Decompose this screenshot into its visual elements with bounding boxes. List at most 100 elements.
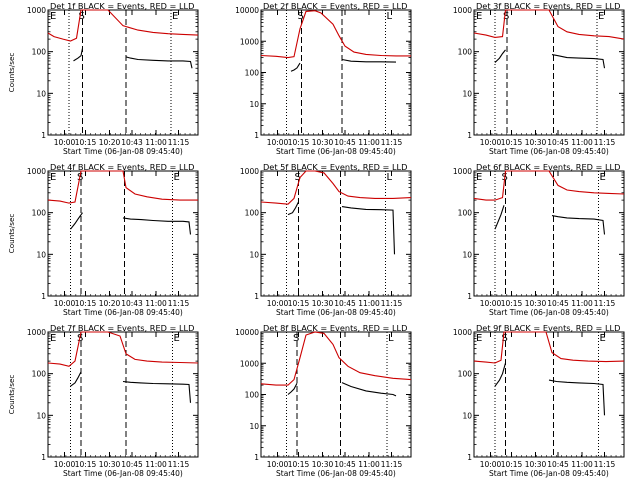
x-tick-label: 11:00	[145, 460, 167, 469]
y-tick-label: 100	[458, 370, 473, 379]
y-tick-label: 1000	[240, 37, 259, 46]
y-tick-label: 100	[245, 209, 260, 218]
chart-panel-7: Det 7f BLACK = Events, RED = LLD 1 10 100 10…	[7, 323, 199, 478]
x-tick-label: 10:15	[75, 299, 97, 308]
lld-series-line	[47, 170, 198, 204]
events-series-line	[287, 201, 299, 216]
x-tick-label: 10:30	[312, 460, 334, 469]
x-tick-label: 10:15	[501, 138, 523, 147]
plot-frame	[47, 331, 199, 458]
y-tick-label: 1	[254, 453, 259, 462]
plot-frame	[260, 170, 412, 297]
y-tick-label: 100	[32, 209, 47, 218]
x-tick-label: 10:43	[121, 299, 143, 308]
x-tick-label: 10:00	[54, 138, 76, 147]
x-tick-label: 10:00	[54, 299, 76, 308]
events-series-line	[122, 217, 192, 235]
x-tick-label: 10:20	[99, 138, 121, 147]
events-series-line	[494, 205, 505, 230]
chart-title: Det 2f BLACK = Events, RED = LLD	[263, 1, 407, 11]
x-tick-label: 10:00	[480, 299, 502, 308]
x-axis-label: Start Time (06-Jan-08 09:45:40)	[63, 308, 183, 317]
chart-title: Det 3f BLACK = Events, RED = LLD	[476, 1, 620, 11]
y-tick-label: 100	[32, 48, 47, 57]
y-tick-label: 10	[249, 250, 259, 259]
x-axis-label: Start Time (06-Jan-08 09:45:40)	[489, 147, 609, 156]
x-tick-label: 11:15	[168, 460, 190, 469]
x-tick-label: 10:15	[75, 138, 97, 147]
x-tick-label: 11:00	[145, 299, 167, 308]
lld-series-line	[47, 9, 199, 42]
marker-label-e-right: E	[600, 333, 606, 344]
x-tick-label: 10:45	[334, 460, 356, 469]
chart-title: Det 4f BLACK = Events, RED = LLD	[50, 162, 194, 172]
x-tick-label: 10:15	[288, 299, 310, 308]
chart-panel-4: Det 4f BLACK = Events, RED = LLD 1 10 100 10…	[7, 162, 199, 317]
x-tick-label: 10:00	[267, 138, 289, 147]
chart-panel-8: Det 8f BLACK = Events, RED = LLD 1 10 100 10…	[235, 323, 412, 478]
x-tick-label: 10:00	[267, 299, 289, 308]
x-tick-label: 10:15	[288, 460, 310, 469]
x-tick-label: 11:15	[168, 299, 190, 308]
x-tick-label: 10:43	[121, 138, 143, 147]
x-tick-label: 11:15	[381, 299, 403, 308]
y-tick-label: 1000	[27, 328, 46, 337]
marker-label-s: S	[502, 333, 508, 344]
x-tick-label: 11:15	[381, 138, 403, 147]
x-axis-label: Start Time (06-Jan-08 09:45:40)	[489, 308, 609, 317]
x-tick-label: 10:15	[501, 299, 523, 308]
marker-label-s: S	[79, 11, 85, 22]
marker-label-e-left: E	[476, 333, 482, 344]
chart-title: Det 8f BLACK = Events, RED = LLD	[263, 323, 407, 333]
chart-panel-3: Det 3f BLACK = Events, RED = LLD 1 10 100 10…	[453, 1, 625, 156]
marker-label-e-right: E	[174, 333, 180, 344]
lld-series-line	[260, 10, 411, 59]
x-tick-label: 11:00	[571, 299, 593, 308]
x-tick-label: 10:45	[334, 299, 356, 308]
y-tick-label: 1	[41, 453, 46, 462]
y-tick-label: 1000	[453, 328, 472, 337]
x-tick-label: 10:30	[525, 299, 547, 308]
x-tick-label: 10:45	[547, 460, 569, 469]
y-tick-label: 100	[458, 48, 473, 57]
events-series-line	[494, 362, 507, 387]
chart-title: Det 7f BLACK = Events, RED = LLD	[50, 323, 194, 333]
events-series-line	[548, 379, 606, 416]
x-tick-label: 11:15	[594, 138, 616, 147]
x-tick-label: 11:00	[358, 460, 380, 469]
plot-frame	[47, 9, 199, 136]
chart-title: Det 1f BLACK = Events, RED = LLD	[50, 1, 194, 11]
marker-label-e-right: E	[600, 172, 606, 183]
events-series-line	[290, 62, 301, 72]
marker-label-e-right: E	[172, 11, 178, 22]
x-tick-label: 11:15	[168, 138, 190, 147]
x-tick-label: 10:00	[480, 460, 502, 469]
x-tick-label: 10:45	[121, 460, 143, 469]
x-tick-label: 11:00	[571, 138, 593, 147]
y-tick-label: 1	[467, 131, 472, 140]
events-series-line	[494, 49, 506, 63]
chart-title: Det 6f BLACK = Events, RED = LLD	[476, 162, 620, 172]
lld-series-line	[260, 331, 412, 386]
lld-series-line	[260, 170, 412, 205]
plot-frame	[473, 170, 625, 297]
events-series-line	[287, 382, 298, 395]
y-tick-label: 10	[36, 89, 46, 98]
x-axis-label: Start Time (06-Jan-08 09:45:40)	[276, 469, 396, 478]
y-tick-label: 1000	[27, 167, 46, 176]
marker-label-e-left: E	[50, 172, 56, 183]
y-tick-label: 1	[254, 292, 259, 301]
events-series-line	[551, 215, 606, 235]
x-axis-label: Start Time (06-Jan-08 09:45:40)	[276, 308, 396, 317]
y-tick-label: 1	[41, 131, 46, 140]
events-series-line	[70, 371, 82, 387]
y-tick-label: 1000	[453, 6, 472, 15]
events-series-line	[122, 380, 192, 403]
x-axis-label: Start Time (06-Jan-08 09:45:40)	[489, 469, 609, 478]
marker-label-s: S	[298, 11, 304, 22]
events-series-line	[125, 56, 193, 69]
y-tick-label: 10000	[235, 328, 259, 337]
marker-label-e-left: E	[50, 333, 56, 344]
chart-panel-2: Det 2f BLACK = Events, RED = LLD 1 10 100 10…	[235, 1, 412, 156]
y-tick-label: 100	[245, 69, 260, 78]
